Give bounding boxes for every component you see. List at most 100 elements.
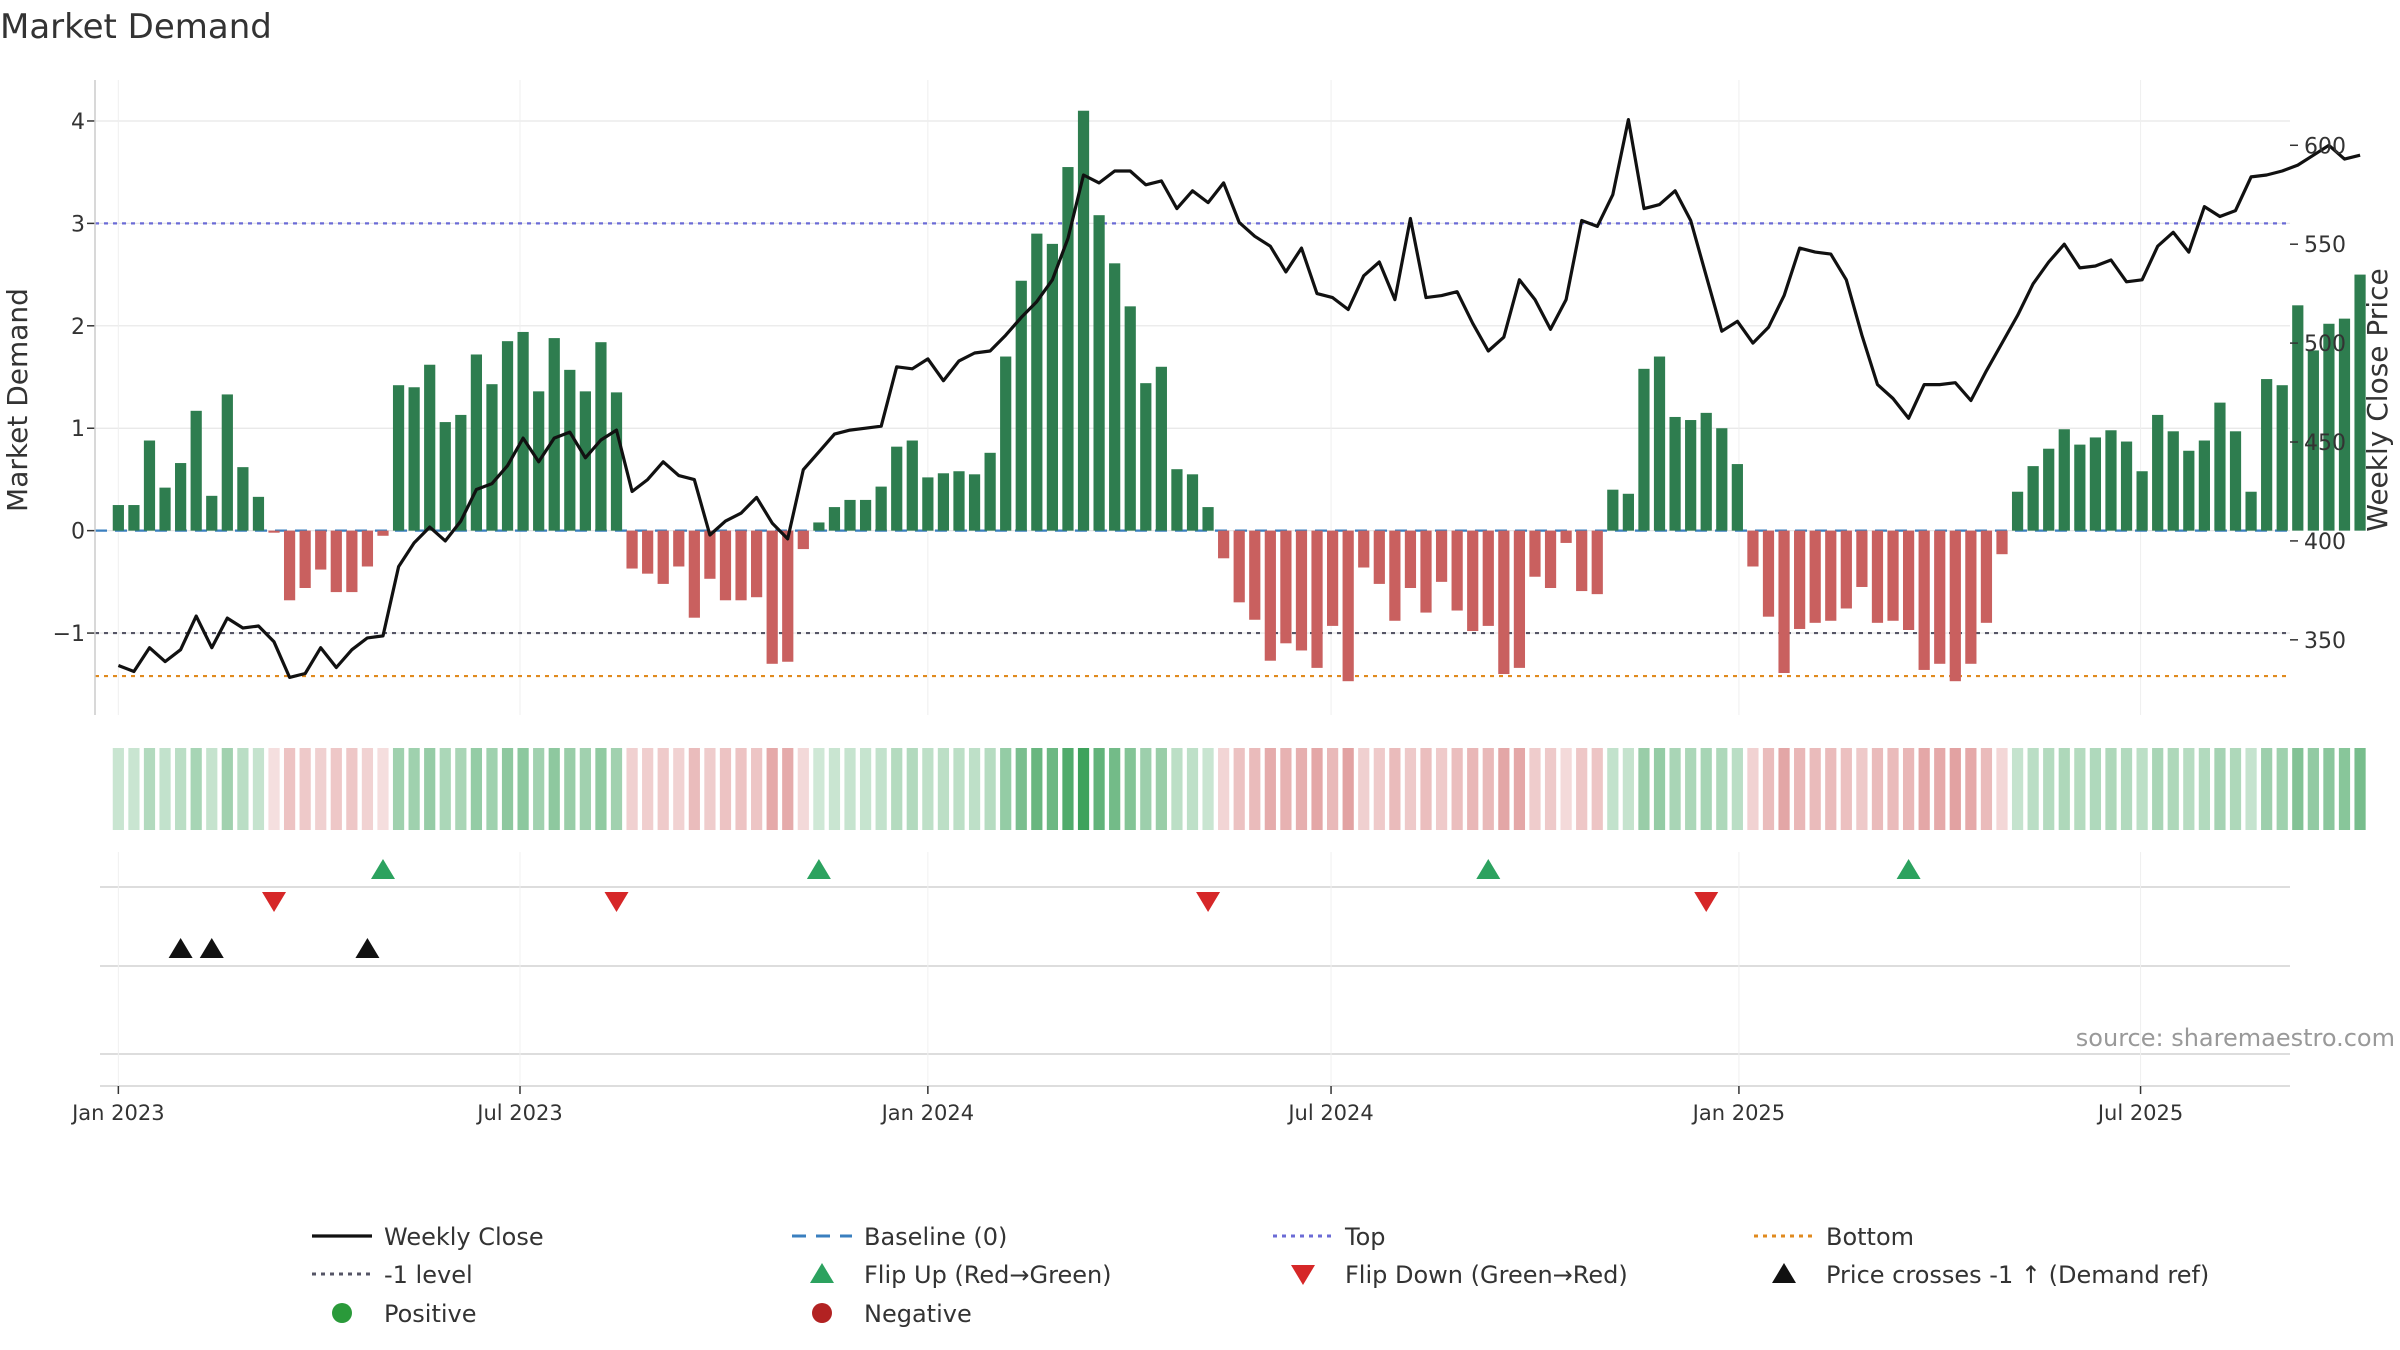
band-cell: [1856, 748, 1868, 830]
demand-bar: [517, 331, 529, 531]
legend-label: Negative: [864, 1300, 972, 1328]
signal-markers: [100, 852, 2290, 1087]
band-cell: [533, 748, 545, 830]
demand-bar: [1934, 530, 1946, 664]
band-cell: [1887, 748, 1899, 830]
demand-bar: [2058, 429, 2070, 531]
y-tick-label: 2: [71, 315, 85, 340]
demand-bar: [424, 364, 436, 531]
demand-bar: [1638, 368, 1650, 531]
demand-bar: [1513, 530, 1526, 668]
demand-bar: [782, 530, 794, 662]
band-cell: [1327, 748, 1339, 830]
demand-bar: [501, 341, 514, 531]
band-cell: [1233, 748, 1245, 830]
band-cell: [1513, 748, 1526, 830]
demand-bar: [1155, 366, 1167, 531]
demand-bar: [2323, 323, 2335, 531]
demand-bar: [1327, 530, 1339, 626]
demand-bar: [1093, 215, 1105, 531]
demand-bar: [1451, 530, 1463, 611]
demand-bar: [2043, 448, 2055, 531]
demand-bar: [1404, 530, 1417, 588]
demand-bar: [2245, 491, 2257, 531]
band-cell: [1202, 748, 1214, 830]
demand-bar: [813, 522, 825, 531]
demand-bar: [735, 530, 747, 601]
demand-bar: [1778, 530, 1790, 674]
demand-bar: [1840, 530, 1852, 609]
x-tick-label: Jan 2025: [1691, 1101, 1786, 1125]
demand-bar: [377, 530, 389, 536]
y-tick-label: 4: [71, 110, 85, 135]
demand-bar: [937, 473, 950, 531]
demand-bar: [439, 422, 451, 531]
demand-bar: [1871, 530, 1884, 623]
y-tick-label: 0: [71, 520, 85, 545]
band-cell: [953, 748, 965, 830]
demand-bar: [2354, 274, 2366, 531]
demand-bar: [1202, 507, 1214, 531]
demand-bar: [1031, 233, 1043, 531]
demand-bar: [2074, 444, 2086, 531]
demand-bar: [797, 530, 809, 550]
demand-bar: [1311, 530, 1323, 668]
demand-bar: [2105, 430, 2117, 531]
band-cell: [1389, 748, 1401, 830]
demand-bar: [1109, 263, 1121, 531]
band-cell: [268, 748, 280, 830]
legend-label: Positive: [384, 1300, 477, 1328]
band-cell: [891, 748, 903, 830]
demand-bar: [642, 530, 654, 574]
demand-bar: [361, 530, 374, 567]
flip-up-marker: [1476, 859, 1501, 879]
band-cell: [1498, 748, 1510, 830]
band-cell: [2105, 748, 2117, 830]
demand-bar: [1140, 383, 1152, 531]
band-cell: [2136, 748, 2148, 830]
band-cell: [1607, 748, 1619, 830]
band-cell: [1311, 748, 1323, 830]
band-cell: [1295, 748, 1308, 830]
demand-bar: [299, 530, 311, 588]
band-cell: [1965, 748, 1977, 830]
band-cell: [1342, 748, 1354, 830]
demand-bar: [1482, 530, 1494, 626]
demand-bar: [1280, 530, 1292, 644]
band-cell: [2074, 748, 2086, 830]
y-tick-label: −1: [53, 622, 85, 647]
demand-bar: [1218, 530, 1230, 559]
demand-bar: [2214, 402, 2226, 531]
demand-bar: [2276, 385, 2288, 531]
band-cell: [813, 748, 825, 830]
band-cell: [1186, 748, 1199, 830]
band-cell: [735, 748, 747, 830]
demand-bar: [455, 414, 467, 531]
y2-axis-label: Weekly Close Price: [2361, 268, 2394, 531]
band-cell: [2120, 748, 2133, 830]
flip-down-marker: [1694, 892, 1719, 912]
band-cell: [1077, 748, 1090, 830]
demand-bar: [688, 530, 700, 618]
y2-tick-label: 450: [2304, 431, 2346, 456]
band-cell: [1653, 748, 1666, 830]
demand-bar: [906, 440, 918, 531]
legend-swatch-circle: [332, 1303, 352, 1323]
band-cell: [315, 748, 327, 830]
band-cell: [548, 748, 560, 830]
band-cell: [1778, 748, 1790, 830]
band-cell: [1918, 748, 1930, 830]
band-cell: [1046, 748, 1058, 830]
band-cell: [782, 748, 794, 830]
demand-bar: [128, 505, 140, 531]
demand-bar: [1607, 489, 1619, 531]
band-cell: [797, 748, 809, 830]
band-cell: [424, 748, 436, 830]
band-cell: [159, 748, 171, 830]
demand-bar: [2027, 466, 2039, 531]
y-tick-label: 1: [71, 417, 85, 442]
band-cell: [221, 748, 233, 830]
demand-bar: [143, 440, 156, 531]
demand-bar: [1731, 464, 1743, 531]
flip-up-marker: [370, 859, 395, 879]
